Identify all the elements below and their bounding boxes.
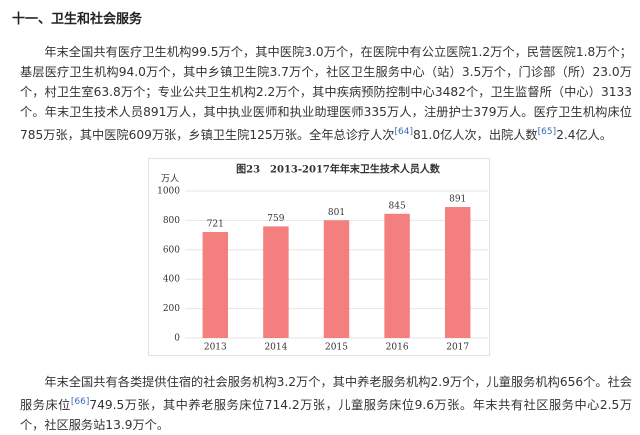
footnote-ref[interactable]: [64]: [394, 127, 413, 137]
y-tick-label: 0: [174, 334, 180, 344]
value-label: 845: [389, 201, 406, 211]
paragraph: 年末全国共有医疗卫生机构99.5万个，其中医院3.0万个，在医院中有公立医院1.…: [20, 42, 632, 145]
page: 十一、卫生和社会服务 年末全国共有医疗卫生机构99.5万个，其中医院3.0万个，…: [12, 12, 633, 433]
footnote-ref[interactable]: [65]: [537, 127, 557, 137]
x-tick-label: 2016: [386, 343, 409, 353]
chart-frame: [148, 158, 490, 356]
text: 749.5万张，其中养老服务床位714.2万张，儿童服务床位9.6万张。年末共有…: [20, 398, 633, 433]
y-tick-label: 400: [163, 275, 180, 285]
section-heading: 十一、卫生和社会服务: [12, 12, 143, 27]
footnote-ref[interactable]: [66]: [70, 397, 90, 407]
paragraph: 年末全国共有各类提供住宿的社会服务机构3.2万个，其中养老服务机构2.9万个，儿…: [20, 372, 632, 435]
text: 2.4亿人。: [556, 128, 613, 143]
chart-title: 图23 2013-2017年年末卫生技术人员人数: [236, 163, 441, 176]
bar: [444, 207, 471, 338]
x-tick-label: 2013: [204, 343, 227, 353]
value-label: 721: [207, 220, 224, 230]
x-tick-label: 2014: [264, 343, 287, 353]
text: 年末全国共有各类提供住宿的社会服务机构3.2万个，其中养老服务机构2.9万个，儿…: [20, 375, 632, 413]
y-axis-label: 万人: [161, 174, 179, 185]
x-tick-label: 2015: [325, 343, 348, 353]
y-tick-label: 1000: [157, 187, 180, 197]
bar: [323, 220, 350, 338]
bar: [384, 213, 410, 338]
y-tick-label: 600: [163, 245, 180, 255]
value-label: 759: [267, 214, 284, 224]
value-label: 891: [449, 195, 466, 205]
value-label: 801: [328, 208, 345, 218]
bar: [263, 226, 289, 338]
y-tick-label: 200: [163, 304, 180, 314]
x-tick-label: 2017: [446, 343, 469, 353]
text: 81.0亿人次，出院人数: [412, 128, 538, 143]
chart: 图23 2013-2017年年末卫生技术人员人数 万人 0 200 400 600 80…: [148, 158, 490, 356]
text: 年末全国共有医疗卫生机构99.5万个，其中医院3.0万个，在医院中有公立医院1.…: [20, 45, 632, 143]
bar: [202, 232, 229, 338]
y-tick-label: 800: [163, 216, 180, 226]
